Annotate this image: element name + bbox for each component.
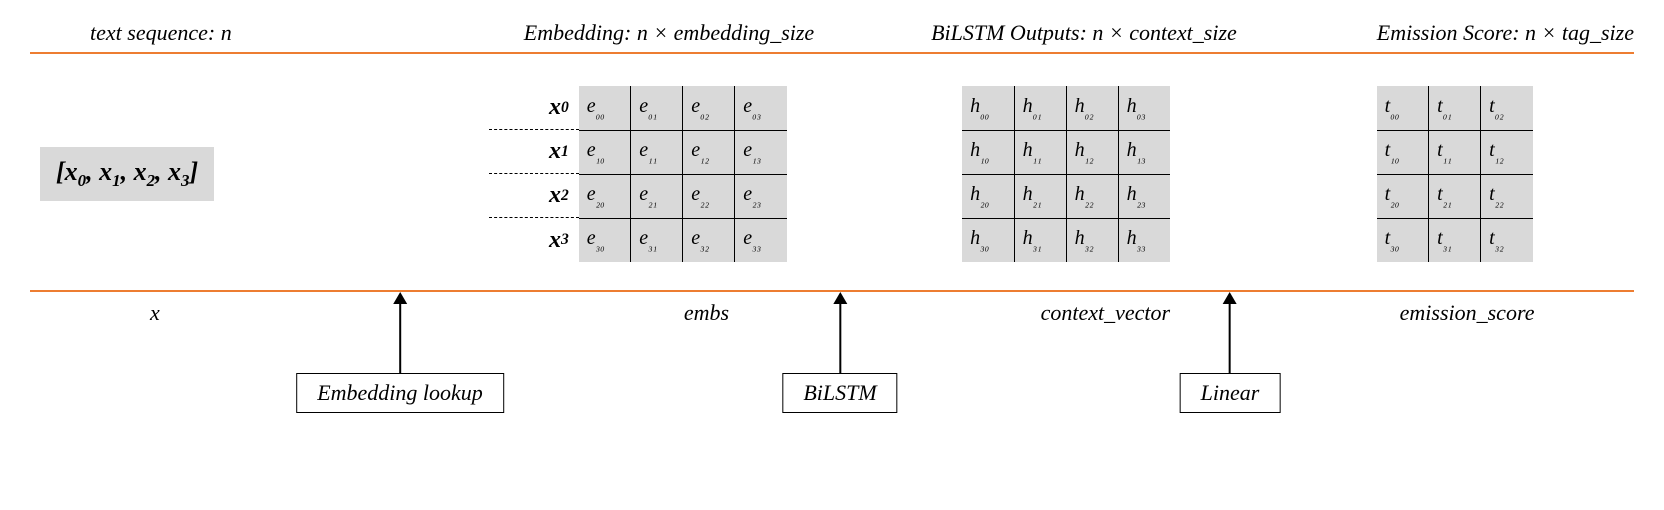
x-label: x2 (489, 174, 579, 218)
col-context: h₀₀h₀₁h₀₂h₀₃h₁₀h₁₁h₁₂h₁₃h₂₀h₂₁h₂₂h₂₃h₃₀h… (857, 86, 1275, 262)
matrix-cell: h₂₁ (1014, 174, 1066, 218)
var-emit: emission_score (1300, 300, 1634, 326)
matrix-cell: t₀₀ (1377, 86, 1429, 130)
ops-row: Embedding lookup BiLSTM Linear (30, 326, 1634, 446)
matrix-cell: h₁₂ (1066, 130, 1118, 174)
matrix-cell: e₁₃ (735, 130, 787, 174)
matrix-cell: h₃₂ (1066, 218, 1118, 262)
content-row: [x0, x1, x2, x3] x0 x1 x2 x3 e₀₀e₀₁e₀₂e₀… (30, 54, 1634, 290)
header-ctx: BiLSTM Outputs: n × context_size (881, 20, 1286, 46)
op-linear: Linear (1180, 292, 1281, 413)
op-box: Embedding lookup (296, 373, 504, 413)
matrix-cell: h₃₃ (1118, 218, 1170, 262)
matrix-cell: e₃₀ (579, 218, 631, 262)
matrix-cell: t₁₁ (1429, 130, 1481, 174)
matrix-cell: t₂₁ (1429, 174, 1481, 218)
matrix-cell: e₂₃ (735, 174, 787, 218)
matrix-cell: e₂₀ (579, 174, 631, 218)
context-matrix: h₀₀h₀₁h₀₂h₀₃h₁₀h₁₁h₁₂h₁₃h₂₀h₂₁h₂₂h₂₃h₃₀h… (962, 86, 1170, 262)
matrix-cell: t₀₁ (1429, 86, 1481, 130)
matrix-cell: h₀₁ (1014, 86, 1066, 130)
matrix-cell: e₂₁ (631, 174, 683, 218)
matrix-cell: h₀₃ (1118, 86, 1170, 130)
matrix-cell: e₃₁ (631, 218, 683, 262)
matrix-cell: t₂₂ (1481, 174, 1533, 218)
header-emit: Emission Score: n × tag_size (1287, 20, 1634, 46)
arrow-shaft (399, 303, 401, 373)
matrix-cell: e₂₂ (683, 174, 735, 218)
x-label: x1 (489, 130, 579, 174)
x-label: x0 (489, 86, 579, 130)
op-box: Linear (1180, 373, 1281, 413)
matrix-cell: e₁₀ (579, 130, 631, 174)
matrix-cell: t₁₂ (1481, 130, 1533, 174)
arrow-shaft (1229, 303, 1231, 373)
matrix-cell: t₀₂ (1481, 86, 1533, 130)
sequence-box: [x0, x1, x2, x3] (40, 147, 214, 201)
op-bilstm: BiLSTM (782, 292, 897, 413)
matrix-cell: e₁₂ (683, 130, 735, 174)
matrix-cell: h₂₂ (1066, 174, 1118, 218)
x-label: x3 (489, 218, 579, 262)
header-emb: Embedding: n × embedding_size (457, 20, 882, 46)
matrix-cell: h₀₀ (962, 86, 1014, 130)
matrix-cell: e₀₀ (579, 86, 631, 130)
matrix-cell: e₁₁ (631, 130, 683, 174)
emission-matrix: t₀₀t₀₁t₀₂ t₁₀t₁₁t₁₂ t₂₀t₂₁t₂₂ t₃₀t₃₁t₃₂ (1377, 86, 1533, 262)
matrix-cell: h₃₀ (962, 218, 1014, 262)
matrix-cell: e₀₁ (631, 86, 683, 130)
matrix-cell: e₃₂ (683, 218, 735, 262)
col-emission: t₀₀t₀₁t₀₂ t₁₀t₁₁t₁₂ t₂₀t₂₁t₂₂ t₃₀t₃₁t₃₂ (1275, 86, 1634, 262)
col-embedding: x0 x1 x2 x3 e₀₀e₀₁e₀₂e₀₃e₁₀e₁₁e₁₂e₁₃e₂₀e… (419, 86, 857, 262)
matrix-cell: t₃₁ (1429, 218, 1481, 262)
matrix-cell: h₁₁ (1014, 130, 1066, 174)
matrix-cell: h₁₃ (1118, 130, 1170, 174)
matrix-cell: t₃₂ (1481, 218, 1533, 262)
matrix-cell: e₃₃ (735, 218, 787, 262)
x-labels: x0 x1 x2 x3 (489, 86, 579, 262)
matrix-cell: t₂₀ (1377, 174, 1429, 218)
op-embedding-lookup: Embedding lookup (296, 292, 504, 413)
matrix-cell: t₃₀ (1377, 218, 1429, 262)
header-row: text sequence: n Embedding: n × embeddin… (30, 20, 1634, 46)
matrix-cell: e₀₂ (683, 86, 735, 130)
op-box: BiLSTM (782, 373, 897, 413)
matrix-cell: t₁₀ (1377, 130, 1429, 174)
matrix-cell: h₂₀ (962, 174, 1014, 218)
matrix-cell: h₀₂ (1066, 86, 1118, 130)
header-seq: text sequence: n (30, 20, 457, 46)
col-sequence: [x0, x1, x2, x3] (30, 147, 419, 201)
embedding-matrix: e₀₀e₀₁e₀₂e₀₃e₁₀e₁₁e₁₂e₁₃e₂₀e₂₁e₂₂e₂₃e₃₀e… (579, 86, 787, 262)
matrix-cell: h₁₀ (962, 130, 1014, 174)
matrix-cell: h₃₁ (1014, 218, 1066, 262)
matrix-cell: e₀₃ (735, 86, 787, 130)
arrow-shaft (839, 303, 841, 373)
matrix-cell: h₂₃ (1118, 174, 1170, 218)
